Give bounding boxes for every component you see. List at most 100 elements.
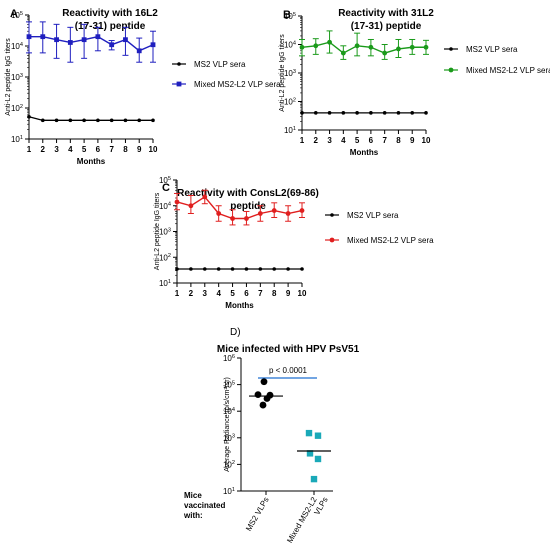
panel-a-legend-label: MS2 VLP sera <box>194 60 246 69</box>
panel-a-x-tick-label: 3 <box>54 145 59 154</box>
panel-d-y-tick-label: 101 <box>223 487 235 496</box>
panel-a-series-mixed-point <box>81 37 87 43</box>
panel-d-y-tick-label: 102 <box>223 460 235 469</box>
panel-c-series-mixed-point <box>271 208 277 213</box>
panel-b-series-control-point <box>355 111 359 115</box>
panel-c-x-tick-label: 9 <box>286 289 291 298</box>
panel-c-series-mixed-point <box>216 211 222 216</box>
panel-a-series-mixed-point <box>109 42 115 48</box>
panel-c-series-mixed-point <box>188 203 194 209</box>
panel-a-series-mixed-point <box>123 37 128 43</box>
panel-d-letter: D) <box>230 327 241 338</box>
panel-b-series-control-point <box>313 111 318 115</box>
panel-b-series-mixed-point <box>382 50 388 56</box>
panel-a-legend-marker <box>176 81 182 87</box>
panel-d-point-mixed <box>310 475 318 483</box>
panel-c-y-tick-label: 101 <box>159 279 171 288</box>
panel-a-series-control-point <box>68 118 73 123</box>
panel-a-y-axis-label: Anti-L2 peptide IgG titers <box>5 38 12 116</box>
panel-b-series-control-point <box>396 111 401 115</box>
panel-b-y-tick-label: 101 <box>284 126 296 135</box>
panel-a-x-tick-label: 8 <box>123 145 128 154</box>
panel-a-x-tick-label: 5 <box>82 145 87 154</box>
panel-a-series-mixed-point <box>95 34 101 40</box>
panel-a-x-tick-label: 7 <box>109 145 114 154</box>
panel-a-x-axis-label: Months <box>77 157 106 166</box>
panel-a-series-mixed-point <box>136 48 142 54</box>
panel-d-point-ms2 <box>254 391 262 399</box>
panel-b-y-tick-label: 104 <box>284 40 296 49</box>
panel-a-series-control-point <box>40 118 45 123</box>
panel-a-letter: A <box>10 8 18 20</box>
panel-d-x-heading: vaccinated <box>184 501 225 510</box>
panel-c-series-mixed-point <box>244 216 249 221</box>
panel-a-x-tick-label: 9 <box>137 145 142 154</box>
panel-b-series-mixed-line <box>301 41 426 54</box>
panel-a-title-line: (17-31) peptide <box>75 21 146 32</box>
panel-c-series-control-point <box>216 267 221 271</box>
panel-a-series-mixed-point <box>150 42 156 48</box>
panel-b-series-control-point <box>341 111 346 115</box>
panel-a-series-control-point <box>54 118 59 123</box>
panel-a-x-tick-label: 6 <box>96 145 101 154</box>
panel-b-x-tick-label: 4 <box>341 136 346 145</box>
panel-b-legend-label: Mixed MS2-L2 VLP sera <box>466 66 550 75</box>
panel-a-series-control-point <box>82 118 86 123</box>
panel-b-x-tick-label: 5 <box>355 136 360 145</box>
panel-d-title: Mice infected with HPV PsV51 <box>217 344 360 355</box>
panel-c-y-tick-label: 103 <box>159 227 171 236</box>
panel-a-series-control-point <box>123 118 128 123</box>
panel-d-point-ms2 <box>260 378 268 386</box>
panel-b-legend-label: MS2 VLP sera <box>466 45 518 54</box>
panel-c-x-tick-label: 6 <box>244 289 249 298</box>
panel-a-series-mixed-point <box>40 34 46 40</box>
panel-b-series-mixed-point <box>423 44 429 50</box>
panel-c-x-tick-label: 2 <box>189 289 194 298</box>
panel-b-y-tick-label: 102 <box>284 97 296 106</box>
panel-b-x-tick-label: 6 <box>369 136 374 145</box>
panel-a-series-control-point <box>137 118 142 123</box>
panel-b-series-mixed-point <box>396 46 401 52</box>
panel-b-y-axis-label: Anti-L2 peptide IgG titers <box>279 34 286 112</box>
panel-b-series-mixed-point <box>340 50 346 56</box>
panel-b-series-control-point <box>410 111 415 115</box>
panel-d-category-label: Mixed MS2-L2 <box>285 495 319 543</box>
panel-a-x-tick-label: 1 <box>27 145 32 154</box>
panel-a-series-mixed-point <box>67 40 73 45</box>
panel-b-x-tick-label: 10 <box>422 136 431 145</box>
panel-b-x-tick-label: 9 <box>410 136 415 145</box>
panel-d-y-tick-label: 103 <box>223 434 235 443</box>
panel-c-series-mixed-point <box>299 208 305 213</box>
panel-b-legend-marker <box>449 47 453 51</box>
panel-d-category-label: MS2 VLPs <box>244 496 271 533</box>
panel-c-series-control-point <box>286 267 290 271</box>
panel-d-point-mixed <box>314 455 322 463</box>
panel-c-y-tick-label: 104 <box>159 202 171 211</box>
panel-a-x-tick-label: 10 <box>149 145 158 154</box>
panel-c-series-control-point <box>300 267 304 271</box>
panel-a-series-control-line <box>28 116 153 121</box>
panel-b-x-tick-label: 2 <box>314 136 319 145</box>
panel-c-series-mixed-point <box>257 211 263 216</box>
panel-c-y-tick-label: 102 <box>159 253 171 262</box>
panel-c-x-tick-label: 3 <box>203 289 208 298</box>
panel-c-legend-marker <box>330 213 334 217</box>
panel-c-x-axis-label: Months <box>225 301 254 310</box>
panel-d-x-heading: Mice <box>184 491 202 500</box>
panel-b-title-line: (17-31) peptide <box>351 21 422 32</box>
panel-b-x-tick-label: 3 <box>327 136 332 145</box>
panel-d-y-tick-label: 104 <box>223 407 235 416</box>
panel-c-series-control-point <box>175 267 179 271</box>
panel-c-series-mixed-point <box>174 199 180 205</box>
panel-b-series-control-point <box>300 111 304 115</box>
panel-b-series-mixed-point <box>368 44 374 50</box>
panel-a-y-tick-label: 101 <box>11 135 23 144</box>
panel-b-series-mixed-point <box>313 43 319 49</box>
panel-a-series-control-point <box>27 115 31 119</box>
panel-a-title-line: Reactivity with 16L2 <box>62 8 158 19</box>
panel-b-y-tick-label: 103 <box>284 69 296 78</box>
panel-b-title-line: Reactivity with 31L2 <box>338 8 434 19</box>
panel-c-series-mixed-line <box>176 196 303 220</box>
panel-a-x-tick-label: 4 <box>68 145 73 154</box>
panel-c-x-tick-label: 4 <box>216 289 221 298</box>
